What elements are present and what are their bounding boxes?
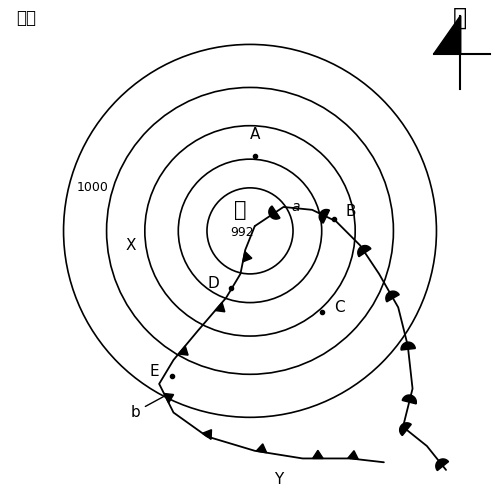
Polygon shape [401, 342, 415, 350]
Text: X: X [125, 238, 136, 252]
Polygon shape [400, 423, 411, 436]
Text: Y: Y [274, 472, 283, 487]
Text: a: a [292, 200, 300, 214]
Polygon shape [436, 459, 448, 470]
Text: E: E [150, 364, 159, 379]
Text: A: A [250, 127, 260, 142]
Polygon shape [402, 395, 416, 404]
Polygon shape [386, 291, 399, 302]
Text: 北: 北 [454, 6, 468, 30]
Text: C: C [334, 300, 345, 315]
Text: 1000: 1000 [76, 182, 108, 194]
Text: D: D [208, 276, 220, 291]
Polygon shape [243, 252, 252, 262]
Text: 低: 低 [234, 200, 246, 220]
Polygon shape [269, 206, 280, 219]
Polygon shape [434, 16, 460, 54]
Polygon shape [312, 450, 323, 458]
Polygon shape [215, 302, 225, 312]
Text: B: B [346, 204, 356, 220]
Polygon shape [202, 430, 211, 440]
Polygon shape [358, 246, 371, 256]
Polygon shape [178, 346, 188, 355]
Polygon shape [319, 210, 330, 223]
Text: 図１: 図１ [16, 9, 36, 27]
Text: b: b [130, 405, 140, 420]
Polygon shape [164, 394, 173, 403]
Text: 992: 992 [230, 226, 254, 239]
Polygon shape [348, 450, 358, 460]
Polygon shape [256, 444, 266, 452]
